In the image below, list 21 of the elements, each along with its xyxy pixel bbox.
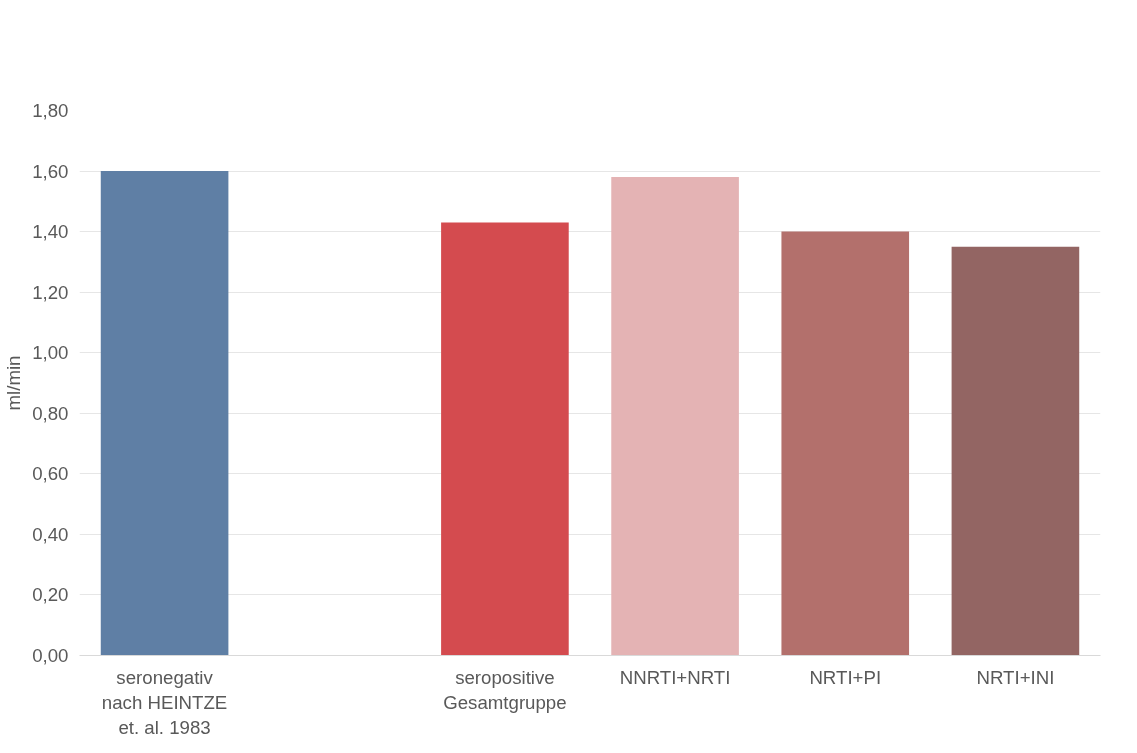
- y-tick-label: 0,20: [32, 584, 69, 606]
- x-tick-label: NNRTI+NRTI: [619, 666, 731, 688]
- x-tick-label: NRTI+PI: [809, 666, 882, 688]
- x-tick-label: seropositive Gesamtgruppe: [443, 666, 567, 713]
- bar: [611, 177, 739, 656]
- bar: [951, 246, 1080, 656]
- y-tick-label: 1,00: [32, 342, 69, 364]
- y-tick-label: 1,40: [32, 221, 69, 243]
- y-tick-label: 1,20: [32, 281, 69, 303]
- x-tick-label: NRTI+INI: [976, 666, 1055, 688]
- y-axis-title: ml/min: [3, 355, 25, 411]
- y-tick-label: 0,00: [32, 645, 69, 666]
- y-tick-label: 0,40: [32, 523, 69, 545]
- bar: [781, 231, 910, 656]
- y-tick-label: 0,80: [32, 402, 69, 424]
- y-tick-label: 0,60: [32, 463, 69, 485]
- bar: [441, 222, 569, 656]
- y-tick-label: 1,80: [32, 100, 69, 121]
- y-tick-label: 1,60: [32, 160, 69, 182]
- bar: [100, 171, 229, 656]
- x-tick-label: seronegativ nach HEINTZE et. al. 1983: [101, 666, 228, 738]
